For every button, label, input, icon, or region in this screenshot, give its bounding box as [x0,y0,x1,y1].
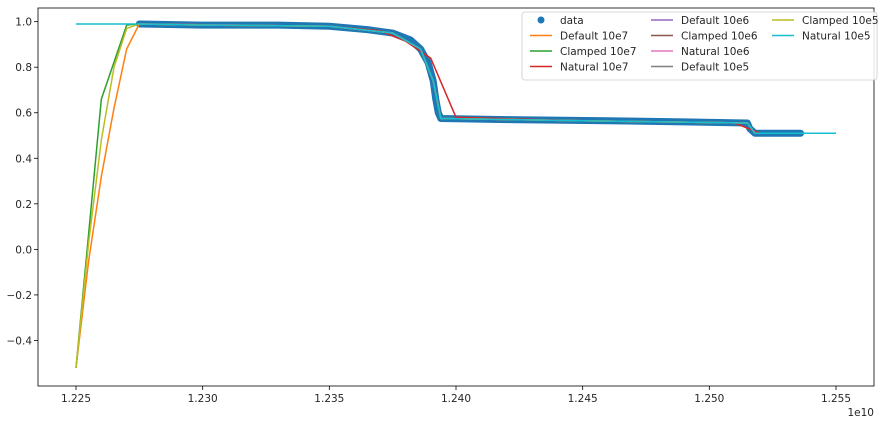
legend-label: Clamped 10e5 [802,15,879,27]
y-tick-label: 0.2 [15,199,32,211]
x-offset-label: 1e10 [847,407,874,419]
legend-item: Clamped 10e5 [772,15,879,27]
x-tick-label: 1.255 [821,393,851,405]
x-tick-label: 1.230 [188,393,218,405]
legend: data Default 10e7 Clamped 10e7 Natural 10e7… [521,11,879,81]
x-tick-label: 1.235 [314,393,344,405]
y-axis: −0.4 −0.2 0.0 0.2 0.4 0.6 0.8 1.0 [7,17,38,347]
legend-marker [537,16,545,24]
legend-item: Default 10e5 [651,62,749,74]
y-tick-label: 0.6 [15,108,32,120]
plot-area [75,20,836,368]
legend-item: Natural 10e7 [530,62,629,74]
legend-label: Natural 10e6 [681,46,750,58]
legend-item: Natural 10e6 [651,46,750,58]
x-axis: 1.225 1.230 1.235 1.240 1.245 1.250 1.255 [61,386,851,405]
x-tick-label: 1.245 [568,393,598,405]
legend-item: data [537,15,584,27]
y-tick-label: 0.4 [15,153,32,165]
x-tick-label: 1.240 [441,393,471,405]
legend-label: Natural 10e5 [802,31,871,43]
legend-label: Clamped 10e6 [681,31,758,43]
legend-label: Clamped 10e7 [560,46,637,58]
y-tick-label: 0.8 [15,62,32,74]
legend-item: Clamped 10e6 [651,31,758,43]
x-tick-label: 1.225 [61,393,91,405]
legend-label: Natural 10e7 [560,62,629,74]
y-tick-label: −0.4 [7,335,33,347]
legend-label: Default 10e5 [681,62,749,74]
legend-item: Clamped 10e7 [530,46,637,58]
legend-label: Default 10e6 [681,15,750,27]
series-lines [75,23,836,368]
y-tick-label: 1.0 [15,17,32,29]
legend-item: Default 10e6 [651,15,750,27]
series-line-natural-10e5 [76,23,836,134]
legend-label: Default 10e7 [560,31,628,43]
legend-item: Default 10e7 [530,31,628,43]
legend-item: Natural 10e5 [772,31,871,43]
legend-label: data [560,15,584,27]
legend-box [521,11,878,81]
x-tick-label: 1.250 [694,393,724,405]
y-tick-label: −0.2 [7,290,33,302]
y-tick-label: 0.0 [15,244,32,256]
